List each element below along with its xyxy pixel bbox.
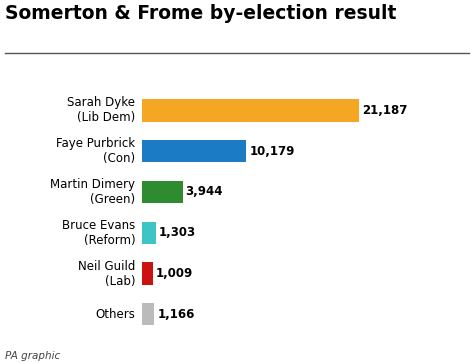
Bar <box>142 99 359 122</box>
Text: Somerton & Frome by-election result: Somerton & Frome by-election result <box>5 4 396 23</box>
Bar <box>142 221 155 244</box>
Bar <box>142 140 246 162</box>
Text: 10,179: 10,179 <box>249 145 295 158</box>
Bar <box>142 181 182 203</box>
Text: 1,303: 1,303 <box>159 226 196 239</box>
Text: 1,009: 1,009 <box>155 267 193 280</box>
Bar <box>142 303 154 326</box>
Bar <box>142 262 153 285</box>
Text: PA graphic: PA graphic <box>5 351 60 361</box>
Text: 1,166: 1,166 <box>157 308 195 321</box>
Text: 3,944: 3,944 <box>186 185 223 199</box>
Text: 21,187: 21,187 <box>362 104 408 117</box>
